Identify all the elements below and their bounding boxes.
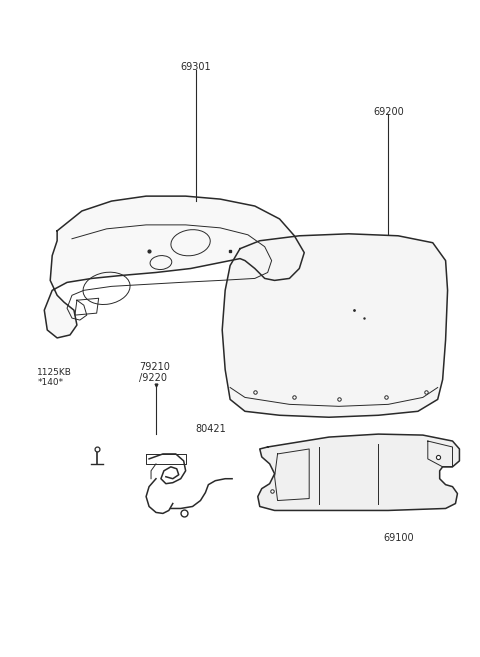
Text: |: | bbox=[155, 394, 157, 403]
Text: 69100: 69100 bbox=[384, 533, 414, 543]
Text: 69200: 69200 bbox=[373, 107, 404, 117]
Text: 1125KB
*140*: 1125KB *140* bbox=[37, 368, 72, 387]
Text: 80421: 80421 bbox=[195, 424, 226, 434]
Polygon shape bbox=[44, 196, 304, 338]
Text: 79210
/9220: 79210 /9220 bbox=[139, 362, 170, 383]
Text: 69301: 69301 bbox=[180, 62, 211, 72]
Polygon shape bbox=[258, 434, 459, 510]
Polygon shape bbox=[222, 234, 447, 417]
